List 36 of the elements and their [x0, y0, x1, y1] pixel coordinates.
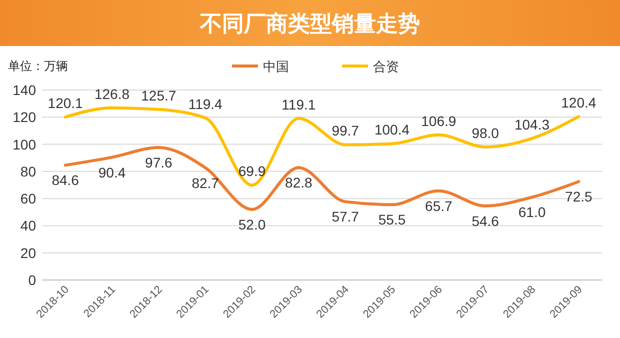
data-label: 69.9	[238, 163, 266, 180]
data-label: 72.5	[565, 188, 593, 205]
y-tick-label: 140	[12, 82, 36, 98]
legend-label: 中国	[263, 59, 289, 74]
legend-label: 合资	[373, 59, 399, 74]
y-tick-label: 0	[28, 272, 36, 288]
data-label: 54.6	[472, 212, 500, 229]
y-tick-label: 100	[12, 136, 36, 152]
y-tick-label: 40	[20, 218, 36, 234]
y-tick-label: 120	[12, 109, 36, 126]
data-label: 55.5	[378, 212, 406, 228]
data-label: 52.0	[238, 216, 266, 232]
data-label: 82.8	[285, 174, 313, 191]
data-label: 61.0	[518, 204, 546, 220]
data-label: 119.4	[188, 96, 223, 112]
data-label: 120.4	[561, 94, 596, 111]
data-label: 125.7	[141, 87, 176, 104]
y-tick-label: 80	[20, 163, 36, 180]
data-label: 99.7	[332, 122, 360, 139]
data-label: 100.4	[374, 122, 410, 138]
y-tick-label: 20	[20, 244, 36, 261]
data-label: 119.1	[282, 96, 316, 112]
data-label: 98.0	[472, 125, 500, 141]
data-label: 106.9	[421, 112, 456, 129]
chart-title: 不同厂商类型销量走势	[199, 11, 420, 36]
data-label: 65.7	[425, 198, 453, 214]
data-label: 90.4	[98, 164, 126, 180]
data-label: 97.6	[145, 154, 173, 171]
data-label: 82.7	[192, 174, 220, 191]
data-label: 57.7	[332, 208, 360, 225]
data-label: 126.8	[94, 86, 130, 102]
y-tick-label: 60	[20, 190, 36, 207]
data-label: 84.6	[52, 172, 80, 188]
data-label: 120.1	[48, 95, 84, 112]
data-label: 104.3	[514, 116, 550, 132]
y-axis-title: 单位：万辆	[8, 59, 68, 73]
